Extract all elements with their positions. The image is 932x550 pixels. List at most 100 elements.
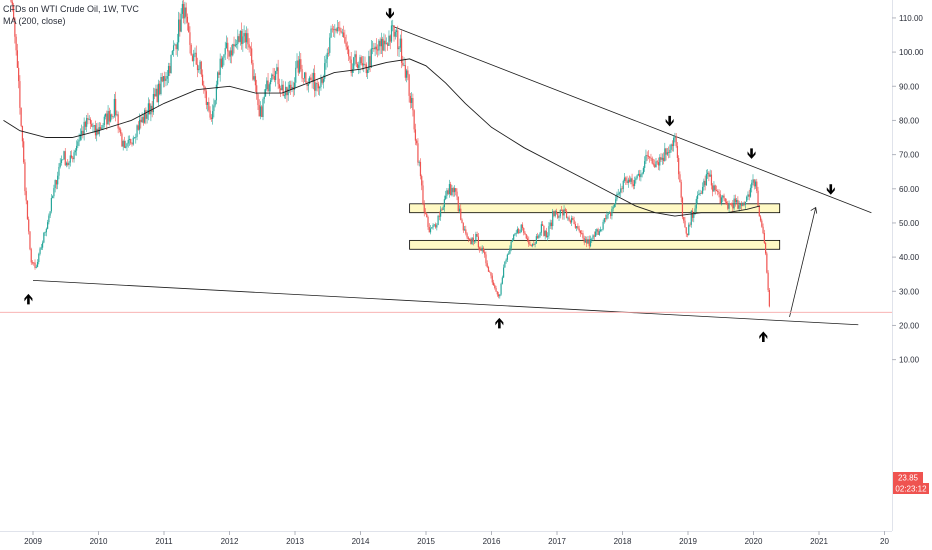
- candle-body: [49, 211, 51, 216]
- candle-body: [330, 28, 332, 38]
- candle-body: [253, 76, 255, 80]
- candle-body: [103, 116, 105, 126]
- candle-body: [408, 74, 410, 96]
- chart-title[interactable]: CFDs on WTI Crude Oil, 1W, TVC: [3, 4, 139, 14]
- candle-body: [41, 242, 44, 248]
- candle-body: [73, 152, 75, 160]
- candle-body: [714, 185, 716, 191]
- candle-body: [615, 199, 617, 205]
- candle-body: [277, 67, 279, 85]
- candle-body: [409, 95, 411, 103]
- candle-body: [489, 271, 491, 273]
- candle-body: [93, 125, 95, 127]
- candle-body: [620, 188, 622, 193]
- candle-body: [441, 209, 443, 211]
- candle-body: [74, 150, 76, 153]
- candle-body: [749, 187, 752, 197]
- candle-body: [310, 77, 312, 80]
- candle-body: [743, 202, 745, 205]
- candle-body: [583, 237, 585, 243]
- arrow-down-icon: [747, 148, 756, 159]
- candle-body: [326, 52, 328, 60]
- time-tick-label: 2017: [548, 537, 566, 546]
- candle-body: [764, 242, 767, 254]
- candle-body: [388, 35, 390, 46]
- candle-body: [183, 3, 185, 19]
- candle-body: [75, 145, 78, 151]
- candle-body: [466, 233, 468, 238]
- candle-body: [291, 87, 293, 90]
- candle-body: [309, 77, 311, 84]
- candle-body: [712, 185, 714, 192]
- candle-body: [170, 54, 172, 74]
- time-tick-label: 2009: [24, 537, 42, 546]
- candle-body: [586, 239, 588, 244]
- plot-area[interactable]: [0, 0, 892, 531]
- candle-body: [368, 56, 370, 70]
- candle-body: [137, 125, 139, 130]
- candle-body: [484, 251, 486, 255]
- candle-body: [715, 190, 718, 191]
- candle-body: [28, 219, 30, 232]
- candle-body: [560, 209, 563, 211]
- candle-body: [374, 46, 376, 50]
- candle-body: [320, 77, 322, 87]
- candle-body: [453, 188, 456, 193]
- candle-body: [72, 157, 74, 160]
- candle-body: [400, 38, 403, 63]
- candle-body: [159, 83, 161, 95]
- candle-body: [659, 157, 661, 166]
- candle-body: [421, 176, 423, 186]
- time-axis[interactable]: 2009 2010 2011 2012 2013 2014 2015 2016 2017 2018…: [0, 531, 892, 546]
- candle-body: [228, 51, 230, 57]
- candle-body: [208, 102, 210, 111]
- price-tick-label: 90.00: [899, 82, 920, 91]
- time-tick-label: 2014: [352, 537, 370, 546]
- candle-body: [227, 42, 229, 52]
- candle-body: [487, 267, 490, 272]
- time-tick-label: 2011: [155, 537, 173, 546]
- candle-body: [87, 118, 89, 120]
- candle-body: [596, 229, 598, 232]
- candle-body: [511, 239, 514, 242]
- ma-200-line: [3, 58, 761, 217]
- countdown-badge: [893, 483, 929, 494]
- candle-body: [157, 83, 160, 103]
- candle-body: [379, 40, 381, 47]
- candle-body: [502, 267, 505, 278]
- candle-body: [356, 63, 359, 68]
- candle-body: [86, 118, 88, 127]
- time-tick-label: 2021: [810, 537, 828, 546]
- candle-body: [539, 232, 541, 236]
- candle-body: [756, 181, 758, 191]
- candle-body: [627, 179, 629, 183]
- candle-body: [460, 208, 462, 220]
- candle-body: [557, 213, 559, 218]
- candle-body: [424, 212, 427, 214]
- candle-body: [398, 47, 400, 50]
- candle-body: [47, 222, 49, 229]
- candle-body: [199, 61, 201, 69]
- candle-body: [155, 88, 157, 97]
- candle-body: [343, 32, 345, 38]
- candle-body: [693, 213, 695, 218]
- candle-body: [242, 36, 244, 44]
- candle-body: [319, 86, 321, 89]
- candle-body: [598, 231, 600, 235]
- candle-body: [122, 141, 124, 147]
- candle-body: [324, 63, 326, 79]
- price-axis[interactable]: 10.00 20.00 30.00 40.00 50.00 60.00 70.00 80.00…: [892, 0, 924, 531]
- candle-body: [26, 200, 29, 220]
- candle-body: [535, 236, 537, 244]
- candle-body: [642, 167, 645, 174]
- candle-body: [727, 204, 729, 209]
- candle-body: [38, 253, 40, 263]
- candle-body: [184, 7, 186, 19]
- candle-body: [605, 218, 607, 219]
- candle-body: [741, 204, 743, 206]
- candle-body: [358, 65, 360, 68]
- candle-body: [225, 42, 228, 49]
- indicator-legend[interactable]: MA (200, close): [3, 16, 66, 26]
- candle-body: [355, 54, 357, 64]
